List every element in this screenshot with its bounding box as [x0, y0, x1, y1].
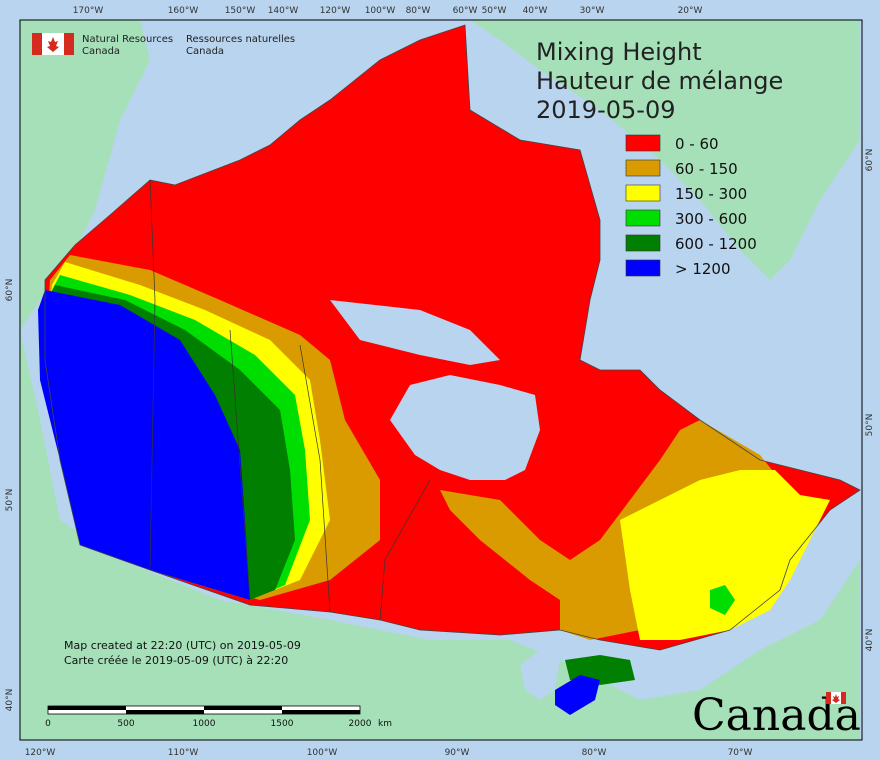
- scale-tick-label: 1500: [271, 719, 294, 729]
- graticule-left: 60°N 50°N 40°N: [5, 279, 15, 712]
- scale-tick-label: 0: [45, 719, 51, 729]
- legend-label: 60 - 150: [675, 160, 738, 178]
- legend-swatch: [625, 234, 661, 252]
- graticule-top: 170°W 160°W 150°W 140°W 120°W 100°W 80°W…: [73, 6, 703, 16]
- canada-flag-icon: [32, 33, 74, 55]
- legend-label: > 1200: [675, 260, 731, 278]
- grat-right-label: 50°N: [865, 414, 875, 437]
- grat-right-label: 40°N: [865, 629, 875, 652]
- created-note-fr: Carte créée le 2019-05-09 (UTC) à 22:20: [64, 654, 288, 667]
- legend-label: 600 - 1200: [675, 235, 757, 253]
- title-date: 2019-05-09: [536, 96, 675, 124]
- map-title: Mixing Height Hauteur de mélange 2019-05…: [536, 38, 783, 124]
- legend: 0 - 60 60 - 150 150 - 300 300 - 600 600 …: [625, 134, 757, 278]
- alaska-land: [20, 20, 150, 330]
- grat-bottom-label: 70°W: [728, 748, 753, 758]
- grat-right-label: 60°N: [865, 149, 875, 172]
- canada-outline: [44, 24, 861, 651]
- grat-top-label: 50°W: [482, 6, 507, 16]
- graticule-right: 60°N 50°N 40°N: [865, 149, 875, 652]
- grat-top-label: 170°W: [73, 6, 104, 16]
- agency-block: Natural Resources Canada Ressources natu…: [32, 33, 295, 57]
- legend-swatch: [625, 159, 661, 177]
- agency-fr-line1: Ressources naturelles: [186, 34, 295, 45]
- map-frame-border: [19, 19, 863, 741]
- grat-top-label: 20°W: [678, 6, 703, 16]
- hudson-bay: [390, 375, 540, 480]
- grat-top-label: 140°W: [268, 6, 299, 16]
- grat-top-label: 120°W: [320, 6, 351, 16]
- great-lakes: [520, 650, 560, 700]
- arctic-channel: [330, 300, 500, 365]
- legend-swatch: [625, 259, 661, 277]
- grat-top-label: 100°W: [365, 6, 396, 16]
- agency-en-line1: Natural Resources: [82, 34, 173, 45]
- grat-top-label: 60°W: [453, 6, 478, 16]
- grat-bottom-label: 100°W: [307, 748, 338, 758]
- region-150-300-east: [620, 470, 830, 640]
- scale-bar: 0 500 1000 1500 2000 km: [45, 705, 392, 729]
- usa-land: [20, 330, 860, 740]
- scale-tick-label: 1000: [193, 719, 216, 729]
- legend-label: 0 - 60: [675, 135, 719, 153]
- grat-top-label: 30°W: [580, 6, 605, 16]
- grat-bottom-label: 80°W: [582, 748, 607, 758]
- grat-bottom-label: 120°W: [25, 748, 56, 758]
- canada-wordmark: Canada: [692, 690, 861, 741]
- grat-left-label: 60°N: [5, 279, 15, 302]
- greenland-land: [470, 20, 860, 280]
- grat-top-label: 40°W: [523, 6, 548, 16]
- scale-tick-label: 2000: [349, 719, 372, 729]
- scale-tick-label: 500: [117, 719, 134, 729]
- region-gt1200-ontario: [555, 675, 600, 715]
- region-300-600-east: [710, 585, 735, 615]
- grat-left-label: 50°N: [5, 489, 15, 512]
- created-note-en: Map created at 22:20 (UTC) on 2019-05-09: [64, 639, 301, 652]
- legend-swatch: [625, 184, 661, 202]
- grat-top-label: 80°W: [406, 6, 431, 16]
- legend-label: 150 - 300: [675, 185, 747, 203]
- title-line2: Hauteur de mélange: [536, 67, 783, 95]
- agency-fr-line2: Canada: [186, 46, 224, 57]
- grat-left-label: 40°N: [5, 689, 15, 712]
- grat-bottom-label: 110°W: [168, 748, 199, 758]
- surrounding-land: [20, 20, 860, 740]
- legend-label: 300 - 600: [675, 210, 747, 228]
- creation-note: Map created at 22:20 (UTC) on 2019-05-09…: [64, 639, 301, 667]
- title-line1: Mixing Height: [536, 38, 702, 66]
- wordmark-flag-icon: [826, 692, 846, 704]
- grat-top-label: 160°W: [168, 6, 199, 16]
- graticule-bottom: 120°W 110°W 100°W 90°W 80°W 70°W: [25, 748, 753, 758]
- scale-unit: km: [378, 719, 392, 729]
- grat-bottom-label: 90°W: [445, 748, 470, 758]
- grat-top-label: 150°W: [225, 6, 256, 16]
- provincial-borders: [149, 179, 431, 621]
- legend-swatch: [625, 134, 661, 152]
- agency-en-line2: Canada: [82, 46, 120, 57]
- region-gt1200-west: [38, 290, 250, 600]
- legend-swatch: [625, 209, 661, 227]
